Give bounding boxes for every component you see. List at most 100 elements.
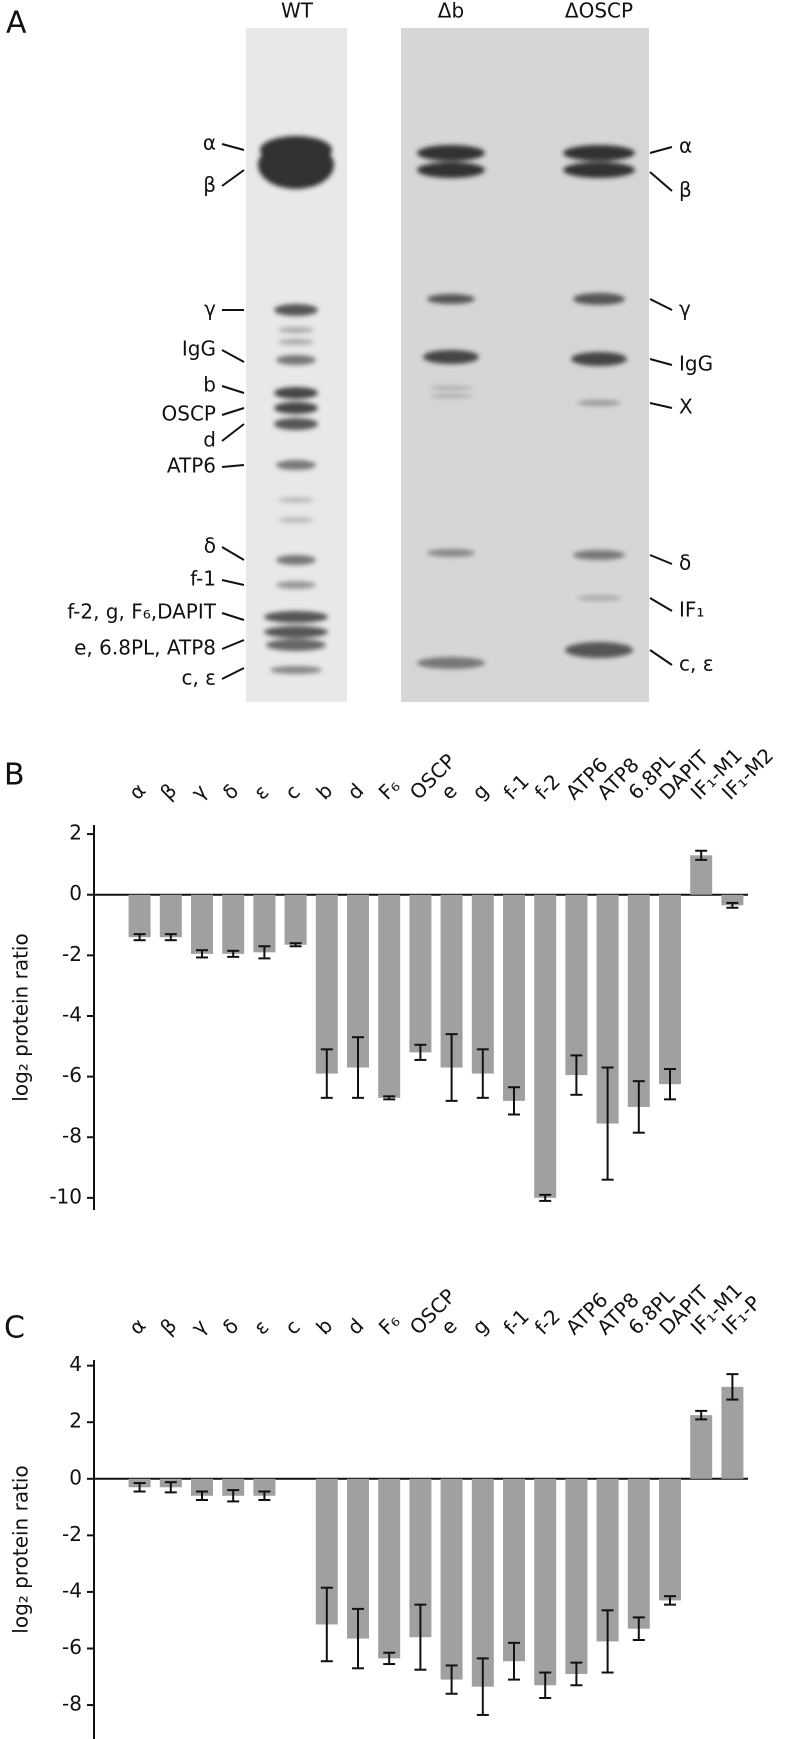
band-label: IgG: [182, 337, 216, 361]
gel-bands: [258, 136, 635, 674]
error-bar: [695, 1409, 708, 1421]
gel-band: [427, 549, 475, 557]
bar: [690, 1415, 713, 1479]
error-bar: [320, 1586, 333, 1663]
band-label: f-1: [190, 567, 216, 591]
y-tick-label: -2: [62, 1522, 82, 1546]
x-tick-label: g: [467, 1313, 493, 1339]
bar: [347, 1478, 369, 1639]
gel-band: [274, 387, 318, 399]
x-tick-label: f-2: [530, 1304, 565, 1339]
panel-label: B: [4, 758, 25, 793]
bar: [721, 1386, 744, 1479]
gel-band: [577, 595, 621, 601]
error-bar: [726, 901, 739, 909]
gel-wt: [246, 28, 347, 702]
bar: [471, 894, 494, 1074]
gel-band: [417, 162, 485, 178]
band-label: c, ε: [679, 652, 714, 676]
band-label: OSCP: [162, 402, 216, 426]
error-bar: [414, 1603, 427, 1671]
lane-label: ΔOSCP: [565, 0, 633, 23]
leader-line: [221, 546, 245, 561]
band-label: β: [203, 173, 216, 197]
x-tick-label: c: [280, 1315, 305, 1340]
x-tick-label: b: [311, 778, 337, 804]
gel-band: [278, 339, 314, 345]
error-bar: [664, 1068, 676, 1101]
leader-line: [221, 349, 245, 363]
gel-band: [563, 162, 635, 178]
bar: [627, 1478, 650, 1629]
band-label: f-2, g, F₆,DAPIT: [67, 600, 217, 624]
y-tick-label: 2: [69, 1409, 82, 1433]
leader-line: [221, 612, 245, 621]
leader-line: [221, 407, 245, 416]
y-tick-label: 2: [69, 821, 82, 845]
bar: [534, 894, 557, 1198]
x-tick-label: g: [467, 778, 493, 804]
bar: [191, 894, 213, 954]
gel-band: [264, 626, 328, 638]
bar: [596, 1478, 619, 1642]
gel-band: [278, 327, 314, 333]
error-bar: [695, 849, 708, 861]
bar: [596, 894, 619, 1124]
leader-line: [221, 169, 245, 187]
y-tick-label: -6: [62, 1063, 82, 1087]
panel-label: C: [4, 1311, 25, 1346]
error-bar: [539, 1671, 552, 1699]
error-bar: [476, 1048, 489, 1099]
y-tick-label: -8: [62, 1124, 82, 1148]
gel-band: [276, 581, 316, 589]
gel-band: [274, 402, 318, 414]
leader-line: [221, 143, 245, 151]
bar: [440, 894, 463, 1068]
gel-band: [423, 350, 479, 364]
x-tick-label: f-2: [530, 769, 565, 804]
bar: [409, 894, 432, 1053]
gel-band: [270, 666, 322, 674]
x-tick-label: F₆: [374, 774, 405, 805]
band-label: ATP6: [167, 454, 216, 478]
error-bar: [445, 1664, 458, 1695]
error-bar: [664, 1595, 676, 1606]
band-label: β: [679, 178, 692, 202]
gel-band: [276, 555, 316, 565]
y-tick-label: -10: [49, 1184, 82, 1208]
lane-label: WT: [281, 0, 314, 23]
gel-band: [427, 294, 475, 304]
gel-band: [577, 400, 621, 406]
band-label: IF₁: [679, 598, 704, 622]
bar: [503, 1478, 525, 1662]
bar: [690, 855, 713, 895]
leader-line: [221, 579, 245, 586]
x-tick-label: β: [155, 778, 181, 804]
error-bar: [632, 1080, 645, 1134]
error-bar: [164, 1481, 177, 1494]
bar: [222, 1478, 245, 1496]
x-tick-label: α: [124, 1313, 150, 1339]
gel-band: [571, 352, 627, 366]
gel-band: [276, 460, 316, 470]
x-tick-label: δ: [218, 1314, 244, 1340]
x-tick-label: c: [280, 780, 305, 805]
leader-line: [221, 423, 245, 442]
bar: [128, 894, 151, 938]
leader-line: [649, 554, 673, 565]
x-tick-label: f-1: [498, 1304, 533, 1339]
x-tick-label: e: [436, 1314, 462, 1340]
bar: [253, 894, 276, 953]
band-label: α: [679, 134, 692, 158]
error-bar: [414, 1043, 427, 1061]
gel-band: [274, 304, 318, 316]
y-tick-label: -6: [62, 1635, 82, 1659]
bar: [378, 894, 401, 1098]
error-bar: [320, 1048, 333, 1099]
error-bar: [476, 1657, 489, 1716]
x-tick-label: δ: [218, 779, 244, 805]
lane-label: Δb: [438, 0, 464, 23]
error-bar: [133, 933, 146, 942]
bar: [659, 894, 681, 1085]
